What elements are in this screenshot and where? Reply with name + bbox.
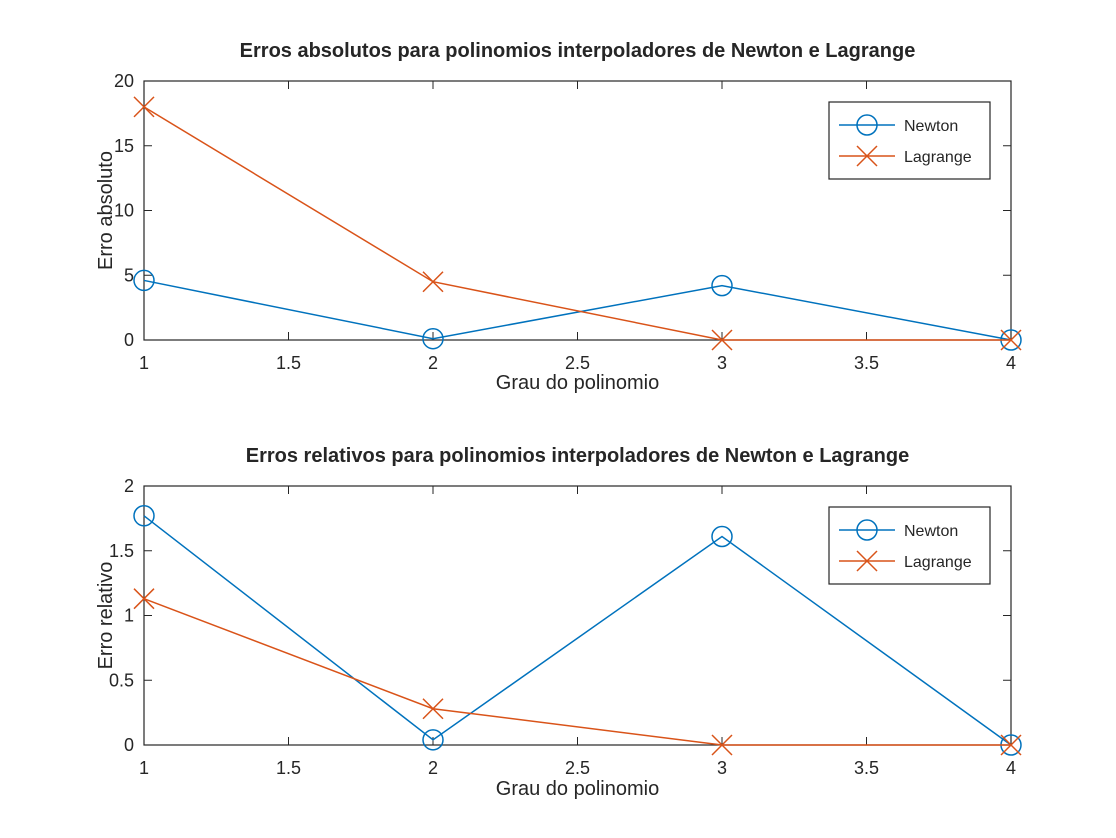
y-tick-label: 1.5: [109, 541, 134, 561]
data-point-lagrange: [133, 96, 155, 118]
y-axis-label: Erro absoluto: [95, 151, 117, 270]
data-point-newton: [133, 505, 155, 527]
x-tick-label: 4: [1006, 758, 1016, 778]
x-tick-label: 4: [1006, 353, 1016, 373]
legend-label-newton: Newton: [904, 523, 958, 540]
chart-title: Erros absolutos para polinomios interpol…: [240, 40, 916, 62]
x-tick-label: 2: [428, 353, 438, 373]
legend-marker-newton: [856, 519, 878, 541]
data-point-lagrange: [711, 734, 733, 756]
data-point-lagrange: [1000, 734, 1022, 756]
x-tick-label: 1: [139, 353, 149, 373]
legend-label-lagrange: Lagrange: [904, 149, 972, 166]
legend-box: [828, 101, 991, 180]
y-tick-label: 0: [124, 735, 134, 755]
data-point-lagrange: [133, 588, 155, 610]
y-tick-label: 1: [124, 606, 134, 626]
chart-absolute-errors: 1 1.5 2 2.5 3 3.5 4 0 5 10 15 20 Erros absolutos par…: [95, 40, 1022, 394]
y-axis-label: Erro relativo: [95, 562, 117, 670]
data-point-lagrange: [422, 698, 444, 720]
x-axis-label: Grau do polinomio: [496, 372, 659, 394]
x-tick-label: 2.5: [565, 353, 590, 373]
x-tick-label: 2.5: [565, 758, 590, 778]
legend-label-lagrange: Lagrange: [904, 554, 972, 571]
data-point-lagrange: [711, 329, 733, 351]
legend: Newton Lagrange: [828, 101, 991, 180]
series-line-newton: [143, 515, 1012, 746]
chart-title: Erros relativos para polinomios interpol…: [246, 445, 910, 467]
legend-marker-lagrange: [856, 145, 878, 167]
x-tick-label: 3: [717, 353, 727, 373]
legend: Newton Lagrange: [828, 506, 991, 585]
series-line-lagrange: [143, 597, 1011, 746]
legend-marker-lagrange: [856, 550, 878, 572]
x-tick-label: 3.5: [854, 353, 879, 373]
y-tick-label: 15: [114, 136, 134, 156]
x-tick-label: 3.5: [854, 758, 879, 778]
x-tick-label: 3: [717, 758, 727, 778]
x-tick-label: 1.5: [276, 353, 301, 373]
legend-label-newton: Newton: [904, 118, 958, 135]
chart-relative-errors: 1 1.5 2 2.5 3 3.5 4 0 0.5 1 1.5 2 Erros relativos pa…: [95, 445, 1022, 800]
y-tick-label: 2: [124, 476, 134, 496]
series-line-lagrange: [143, 106, 1011, 341]
data-point-lagrange: [1000, 329, 1022, 351]
y-tick-label: 5: [124, 265, 134, 285]
y-tick-label: 0: [124, 330, 134, 350]
data-point-lagrange: [422, 271, 444, 293]
x-tick-label: 1.5: [276, 758, 301, 778]
data-point-newton: [133, 269, 155, 292]
x-axis-label: Grau do polinomio: [496, 778, 659, 800]
legend-marker-newton: [856, 114, 878, 136]
data-point-newton: [422, 729, 444, 751]
data-point-newton: [711, 525, 733, 548]
x-tick-label: 1: [139, 758, 149, 778]
data-point-newton: [711, 274, 733, 297]
y-tick-label: 20: [114, 71, 134, 91]
y-tick-label: 0.5: [109, 670, 134, 690]
y-tick-label: 10: [114, 201, 134, 221]
x-tick-label: 2: [428, 758, 438, 778]
data-point-newton: [422, 327, 444, 350]
legend-box: [828, 506, 991, 585]
series-line-newton: [143, 279, 1012, 341]
